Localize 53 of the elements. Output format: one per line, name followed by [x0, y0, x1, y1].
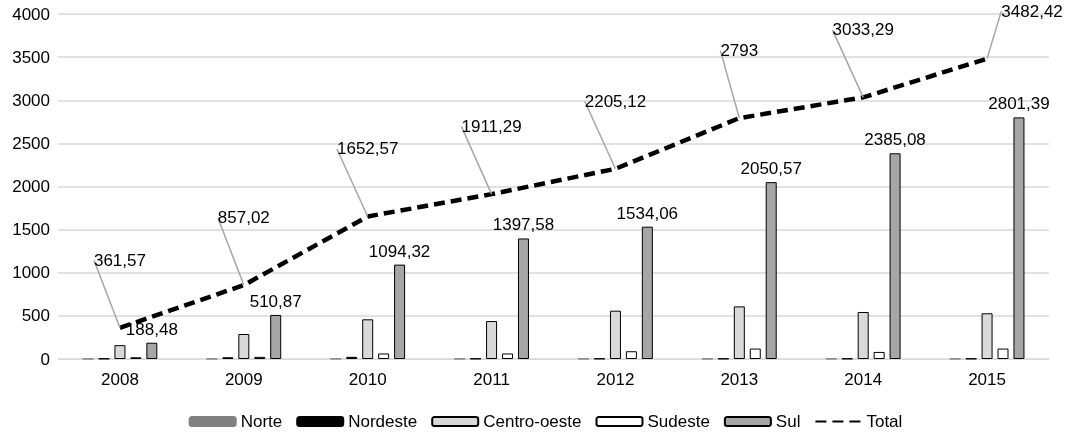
y-tick-label: 2000 — [12, 177, 50, 196]
x-tick-label: 2013 — [720, 370, 759, 389]
bar — [1013, 117, 1025, 359]
bar — [625, 351, 637, 359]
y-tick-label: 1500 — [12, 220, 50, 240]
data-label: 188,48 — [125, 319, 178, 339]
data-label: 2050,57 — [740, 159, 802, 179]
y-tick-label: 4000 — [12, 4, 50, 24]
legend-label: Total — [866, 412, 903, 431]
legend-label: Sul — [775, 412, 801, 431]
y-tick-label: 3500 — [12, 47, 50, 67]
data-label: 361,57 — [93, 250, 146, 270]
legend-label: Norte — [240, 412, 283, 431]
x-tick-label: 2014 — [844, 370, 883, 389]
data-label: 1094,32 — [368, 241, 431, 261]
data-label: 2205,12 — [584, 91, 647, 111]
bar — [146, 342, 158, 359]
data-label: 2801,39 — [988, 94, 1050, 114]
legend-label: Sudeste — [647, 412, 710, 431]
y-tick-label: 2500 — [12, 133, 50, 153]
bar — [641, 226, 653, 359]
x-tick-label: 2009 — [224, 370, 263, 389]
data-label: 1652,57 — [336, 139, 399, 159]
y-tick-label: 1000 — [12, 263, 50, 283]
bar — [502, 353, 514, 359]
legend-label: Centro-oeste — [483, 412, 582, 431]
legend-label: Nordeste — [348, 412, 418, 431]
bar — [889, 153, 901, 359]
data-label: 1911,29 — [461, 117, 522, 137]
y-tick-label: 0 — [40, 349, 50, 369]
bar — [517, 238, 529, 359]
x-tick-label: 2010 — [348, 370, 387, 389]
bar — [997, 348, 1009, 359]
bar — [873, 351, 885, 359]
x-tick-label: 2011 — [473, 370, 510, 389]
bar — [749, 348, 761, 359]
data-label: 1534,06 — [616, 203, 679, 223]
data-label: 1397,58 — [492, 215, 555, 235]
data-label: 2385,08 — [864, 130, 926, 150]
data-label: 3033,29 — [832, 20, 894, 40]
y-tick-label: 3000 — [12, 90, 50, 110]
x-tick-label: 2015 — [968, 370, 1006, 389]
bar — [378, 353, 390, 359]
x-tick-label: 2012 — [596, 370, 635, 389]
bar — [270, 314, 282, 359]
data-label: 2793 — [720, 41, 759, 61]
data-label: 857,02 — [217, 208, 270, 228]
bar — [394, 264, 406, 359]
data-label: 510,87 — [249, 291, 302, 311]
bar — [765, 182, 777, 359]
data-label: 3482,42 — [1001, 1, 1063, 21]
y-tick-label: 500 — [21, 306, 50, 326]
x-tick-label: 2008 — [101, 370, 139, 389]
